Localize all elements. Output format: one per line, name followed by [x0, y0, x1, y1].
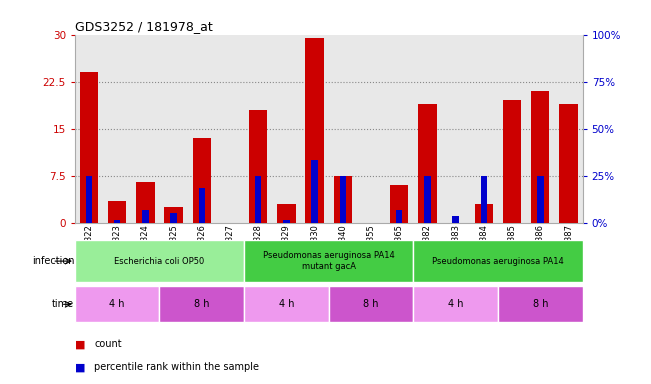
Text: GDS3252 / 181978_at: GDS3252 / 181978_at	[75, 20, 213, 33]
Bar	[311, 160, 318, 223]
Bar	[249, 110, 268, 223]
Bar	[80, 72, 98, 223]
Bar	[136, 182, 154, 223]
Bar	[390, 185, 408, 223]
Bar	[159, 286, 244, 323]
Text: ■: ■	[75, 339, 85, 349]
Text: 8 h: 8 h	[533, 299, 548, 310]
Bar	[75, 240, 244, 282]
Bar	[277, 204, 296, 223]
Bar	[475, 204, 493, 223]
Bar	[480, 176, 487, 223]
Bar	[452, 217, 459, 223]
Bar	[559, 104, 577, 223]
Bar	[244, 286, 329, 323]
Bar	[413, 240, 583, 282]
Bar	[503, 101, 521, 223]
Bar	[340, 176, 346, 223]
Bar	[165, 207, 183, 223]
Bar	[114, 220, 120, 223]
Bar	[171, 214, 177, 223]
Bar	[537, 176, 544, 223]
Bar	[396, 210, 402, 223]
Bar	[75, 286, 159, 323]
Bar	[498, 286, 583, 323]
Bar	[255, 176, 262, 223]
Bar	[283, 220, 290, 223]
Bar	[329, 286, 413, 323]
Text: ■: ■	[75, 362, 85, 372]
Text: Escherichia coli OP50: Escherichia coli OP50	[115, 257, 204, 266]
Bar	[86, 176, 92, 223]
Bar	[334, 176, 352, 223]
Bar	[305, 38, 324, 223]
Bar	[244, 240, 413, 282]
Text: infection: infection	[32, 256, 74, 266]
Bar	[531, 91, 549, 223]
Bar	[199, 188, 205, 223]
Text: Pseudomonas aeruginosa PA14
mutant gacA: Pseudomonas aeruginosa PA14 mutant gacA	[263, 251, 395, 271]
Bar	[419, 104, 437, 223]
Bar	[413, 286, 498, 323]
Text: percentile rank within the sample: percentile rank within the sample	[94, 362, 259, 372]
Text: count: count	[94, 339, 122, 349]
Text: 8 h: 8 h	[363, 299, 379, 310]
Text: 4 h: 4 h	[109, 299, 125, 310]
Text: 4 h: 4 h	[279, 299, 294, 310]
Text: Pseudomonas aeruginosa PA14: Pseudomonas aeruginosa PA14	[432, 257, 564, 266]
Bar	[108, 201, 126, 223]
Bar	[193, 138, 211, 223]
Text: 4 h: 4 h	[448, 299, 464, 310]
Text: time: time	[52, 299, 74, 310]
Bar	[424, 176, 431, 223]
Bar	[142, 210, 148, 223]
Text: 8 h: 8 h	[194, 299, 210, 310]
